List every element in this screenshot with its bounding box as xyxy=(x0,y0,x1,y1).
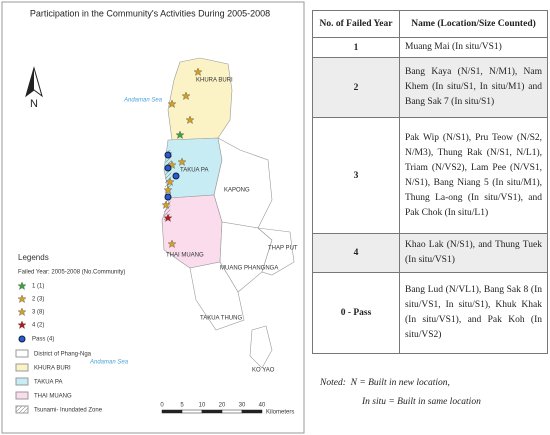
table-header: No. of Failed Year Name (Location/Size C… xyxy=(312,10,548,38)
district-label: THAI MUANG xyxy=(166,253,204,259)
note: Noted: N = Built in new location, In sit… xyxy=(320,374,481,412)
legend-item: 2 (3) xyxy=(32,297,44,303)
legend-item: District of Phang-Nga xyxy=(34,352,92,358)
district-label: KO YAO xyxy=(252,368,275,374)
cell: 1 xyxy=(312,37,400,58)
legend-item: 3 (8) xyxy=(32,310,44,316)
cell: 2 xyxy=(312,57,400,118)
scale-segment xyxy=(181,409,203,414)
table-row: 0 - Pass Bang Lud (N/VL1), Bang Sak 8 (In… xyxy=(312,272,548,354)
district-thap-put xyxy=(257,227,295,276)
district-ko-yao xyxy=(249,325,273,369)
cell: Pak Wip (N/S1), Pru Teow (N/S2, N/M3), T… xyxy=(399,117,548,234)
district-label: KAPONG xyxy=(224,188,250,194)
cell: Bang Kaya (N/S1, N/M1), Nam Khem (In sit… xyxy=(399,57,548,118)
cell: 3 xyxy=(312,117,400,234)
table-row: 1 Muang Mai (In situ/VS1) xyxy=(312,37,548,58)
header-cell: Name (Location/Size Counted) xyxy=(399,10,548,38)
scale-tick-label: 10 xyxy=(199,403,206,409)
scale-segment xyxy=(161,409,183,414)
header-cell: No. of Failed Year xyxy=(312,10,400,38)
district-khura-buri xyxy=(167,57,233,141)
legend-item: 4 (2) xyxy=(32,323,44,329)
cell: 0 - Pass xyxy=(312,272,400,354)
note-line: In situ = Built in same location xyxy=(362,397,481,407)
district-label: TAKUA PA xyxy=(180,168,208,174)
table-row: 3 Pak Wip (N/S1), Pru Teow (N/S2, N/M3), … xyxy=(312,117,548,234)
scale-tick-label: 0 xyxy=(160,403,164,409)
note-label: Noted: xyxy=(320,378,346,388)
north-label: N xyxy=(30,98,38,110)
map: Participation in the Community's Activit… xyxy=(1,1,305,434)
cell: 4 xyxy=(312,233,400,273)
legend-item: KHURA BURI xyxy=(34,366,71,372)
legend-item: Pass (4) xyxy=(32,337,54,343)
district-label: KHURA BURI xyxy=(196,78,233,84)
map-title: Participation in the Community's Activit… xyxy=(30,8,270,18)
scale-segment xyxy=(221,409,243,414)
note-line: Noted: N = Built in new location, xyxy=(320,374,481,393)
north-arrow xyxy=(26,68,34,96)
sea-label: Andaman Sea xyxy=(123,98,163,104)
table-row: 4 Khao Lak (N/S1), and Thung Tuek (In sit… xyxy=(312,233,548,273)
cell: Khao Lak (N/S1), and Thung Tuek (In situ… xyxy=(399,233,548,273)
legend-subtitle: Failed Year: 2005-2008 (No.Community) xyxy=(18,270,125,276)
site-markers xyxy=(161,67,203,248)
district-takua-thung xyxy=(189,261,245,331)
legend-item: 1 (1) xyxy=(32,284,44,290)
legend-item: THAI MUANG xyxy=(34,394,72,400)
district-label: TAKUA THUNG xyxy=(200,316,242,322)
table-row: 2 Bang Kaya (N/S1, N/M1), Nam Khem (In si… xyxy=(312,57,548,118)
scale-tick-label: 5 xyxy=(180,403,184,409)
district-label: MUANG PHANGNGA xyxy=(220,266,278,272)
failed-year-table: No. of Failed Year Name (Location/Size C… xyxy=(312,10,548,354)
scale-segment xyxy=(201,409,223,414)
scale-tick-label: 30 xyxy=(239,403,246,409)
legend-title: Legends xyxy=(18,253,49,262)
scale-unit: Kilometers xyxy=(266,410,294,416)
legend-item: Tsunami- Inundated Zone xyxy=(34,408,103,414)
scale-segment xyxy=(241,409,263,414)
note-text: N = Built in new location, xyxy=(350,378,450,388)
scale-tick-label: 20 xyxy=(219,403,226,409)
cell: Bang Lud (N/VL1), Bang Sak 8 (In situ/VS… xyxy=(399,272,548,354)
sea-label: Andaman Sea xyxy=(89,360,129,366)
district-label: THAP PUT xyxy=(268,246,298,252)
cell: Muang Mai (In situ/VS1) xyxy=(399,37,548,58)
scale-tick-label: 40 xyxy=(259,403,266,409)
legend-item: TAKUA PA xyxy=(34,380,62,386)
